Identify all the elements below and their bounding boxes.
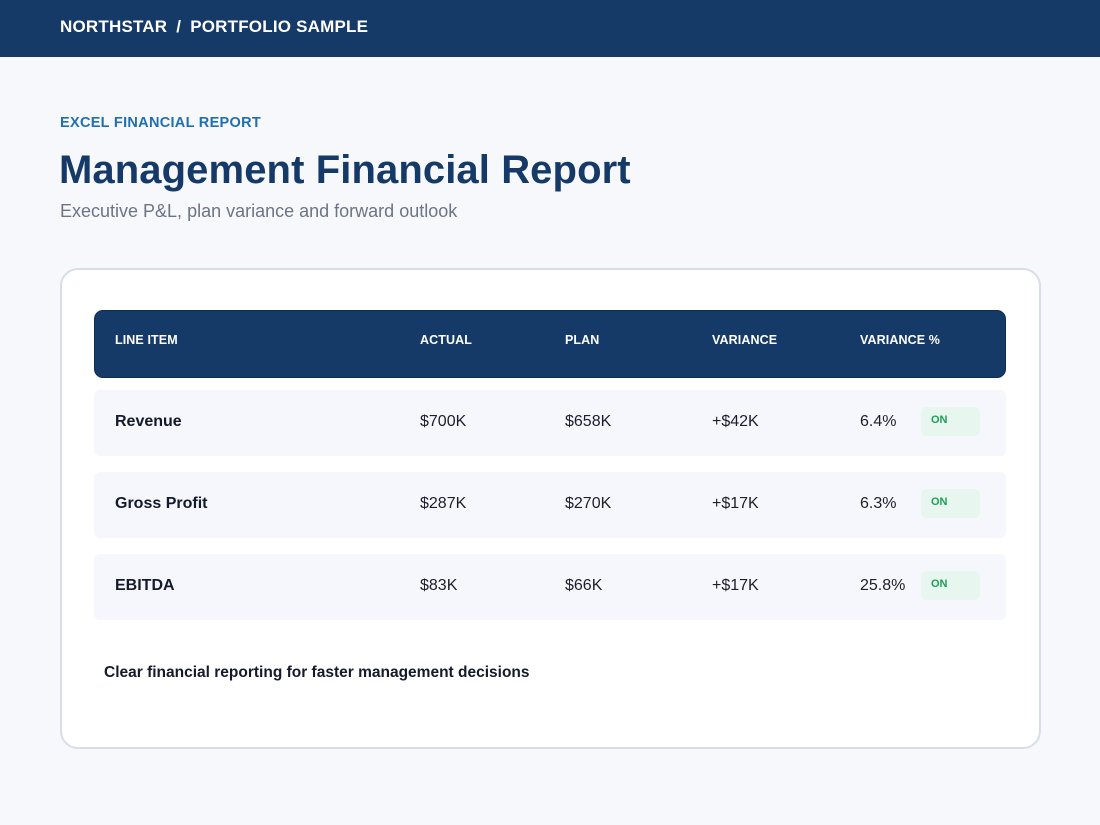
variance-pct-cell: 25.8% xyxy=(860,577,906,594)
status-badge: ON xyxy=(921,407,980,436)
actual-cell: $83K xyxy=(420,577,458,594)
top-bar: NORTHSTAR / PORTFOLIO SAMPLE xyxy=(0,0,1100,57)
status-badge: ON xyxy=(921,489,980,518)
page-subtitle: Executive P&L, plan variance and forward… xyxy=(60,201,458,221)
line-item-cell: EBITDA xyxy=(115,577,175,594)
report-eyebrow: EXCEL FINANCIAL REPORT xyxy=(60,115,262,131)
table-row: Gross Profit $287K $270K +$17K 6.3% ON xyxy=(94,472,1006,538)
variance-cell: +$17K xyxy=(712,577,759,594)
breadcrumb-brand[interactable]: NORTHSTAR xyxy=(60,17,168,36)
column-header-plan: PLAN xyxy=(565,333,600,347)
page-title: Management Financial Report xyxy=(59,148,631,192)
plan-cell: $658K xyxy=(565,413,612,430)
breadcrumb: NORTHSTAR / PORTFOLIO SAMPLE xyxy=(60,17,368,37)
plan-cell: $270K xyxy=(565,495,612,512)
table-header: LINE ITEM ACTUAL PLAN VARIANCE VARIANCE … xyxy=(94,310,1006,378)
variance-pct-cell: 6.4% xyxy=(860,413,897,430)
table-row: EBITDA $83K $66K +$17K 25.8% ON xyxy=(94,554,1006,620)
table-row: Revenue $700K $658K +$42K 6.4% ON xyxy=(94,390,1006,456)
actual-cell: $700K xyxy=(420,413,467,430)
variance-cell: +$17K xyxy=(712,495,759,512)
footer-note: Clear financial reporting for faster man… xyxy=(104,664,530,681)
line-item-cell: Revenue xyxy=(115,413,182,430)
breadcrumb-section: PORTFOLIO SAMPLE xyxy=(190,17,369,36)
variance-pct-cell: 6.3% xyxy=(860,495,897,512)
breadcrumb-separator: / xyxy=(176,17,182,36)
column-header-actual: ACTUAL xyxy=(420,333,472,347)
column-header-line-item: LINE ITEM xyxy=(115,333,178,347)
line-item-cell: Gross Profit xyxy=(115,495,208,512)
column-header-variance: VARIANCE xyxy=(712,333,778,347)
report-card: LINE ITEM ACTUAL PLAN VARIANCE VARIANCE … xyxy=(60,268,1041,749)
plan-cell: $66K xyxy=(565,577,603,594)
status-badge: ON xyxy=(921,571,980,600)
actual-cell: $287K xyxy=(420,495,467,512)
column-header-variance-pct: VARIANCE % xyxy=(860,333,940,347)
variance-cell: +$42K xyxy=(712,413,759,430)
